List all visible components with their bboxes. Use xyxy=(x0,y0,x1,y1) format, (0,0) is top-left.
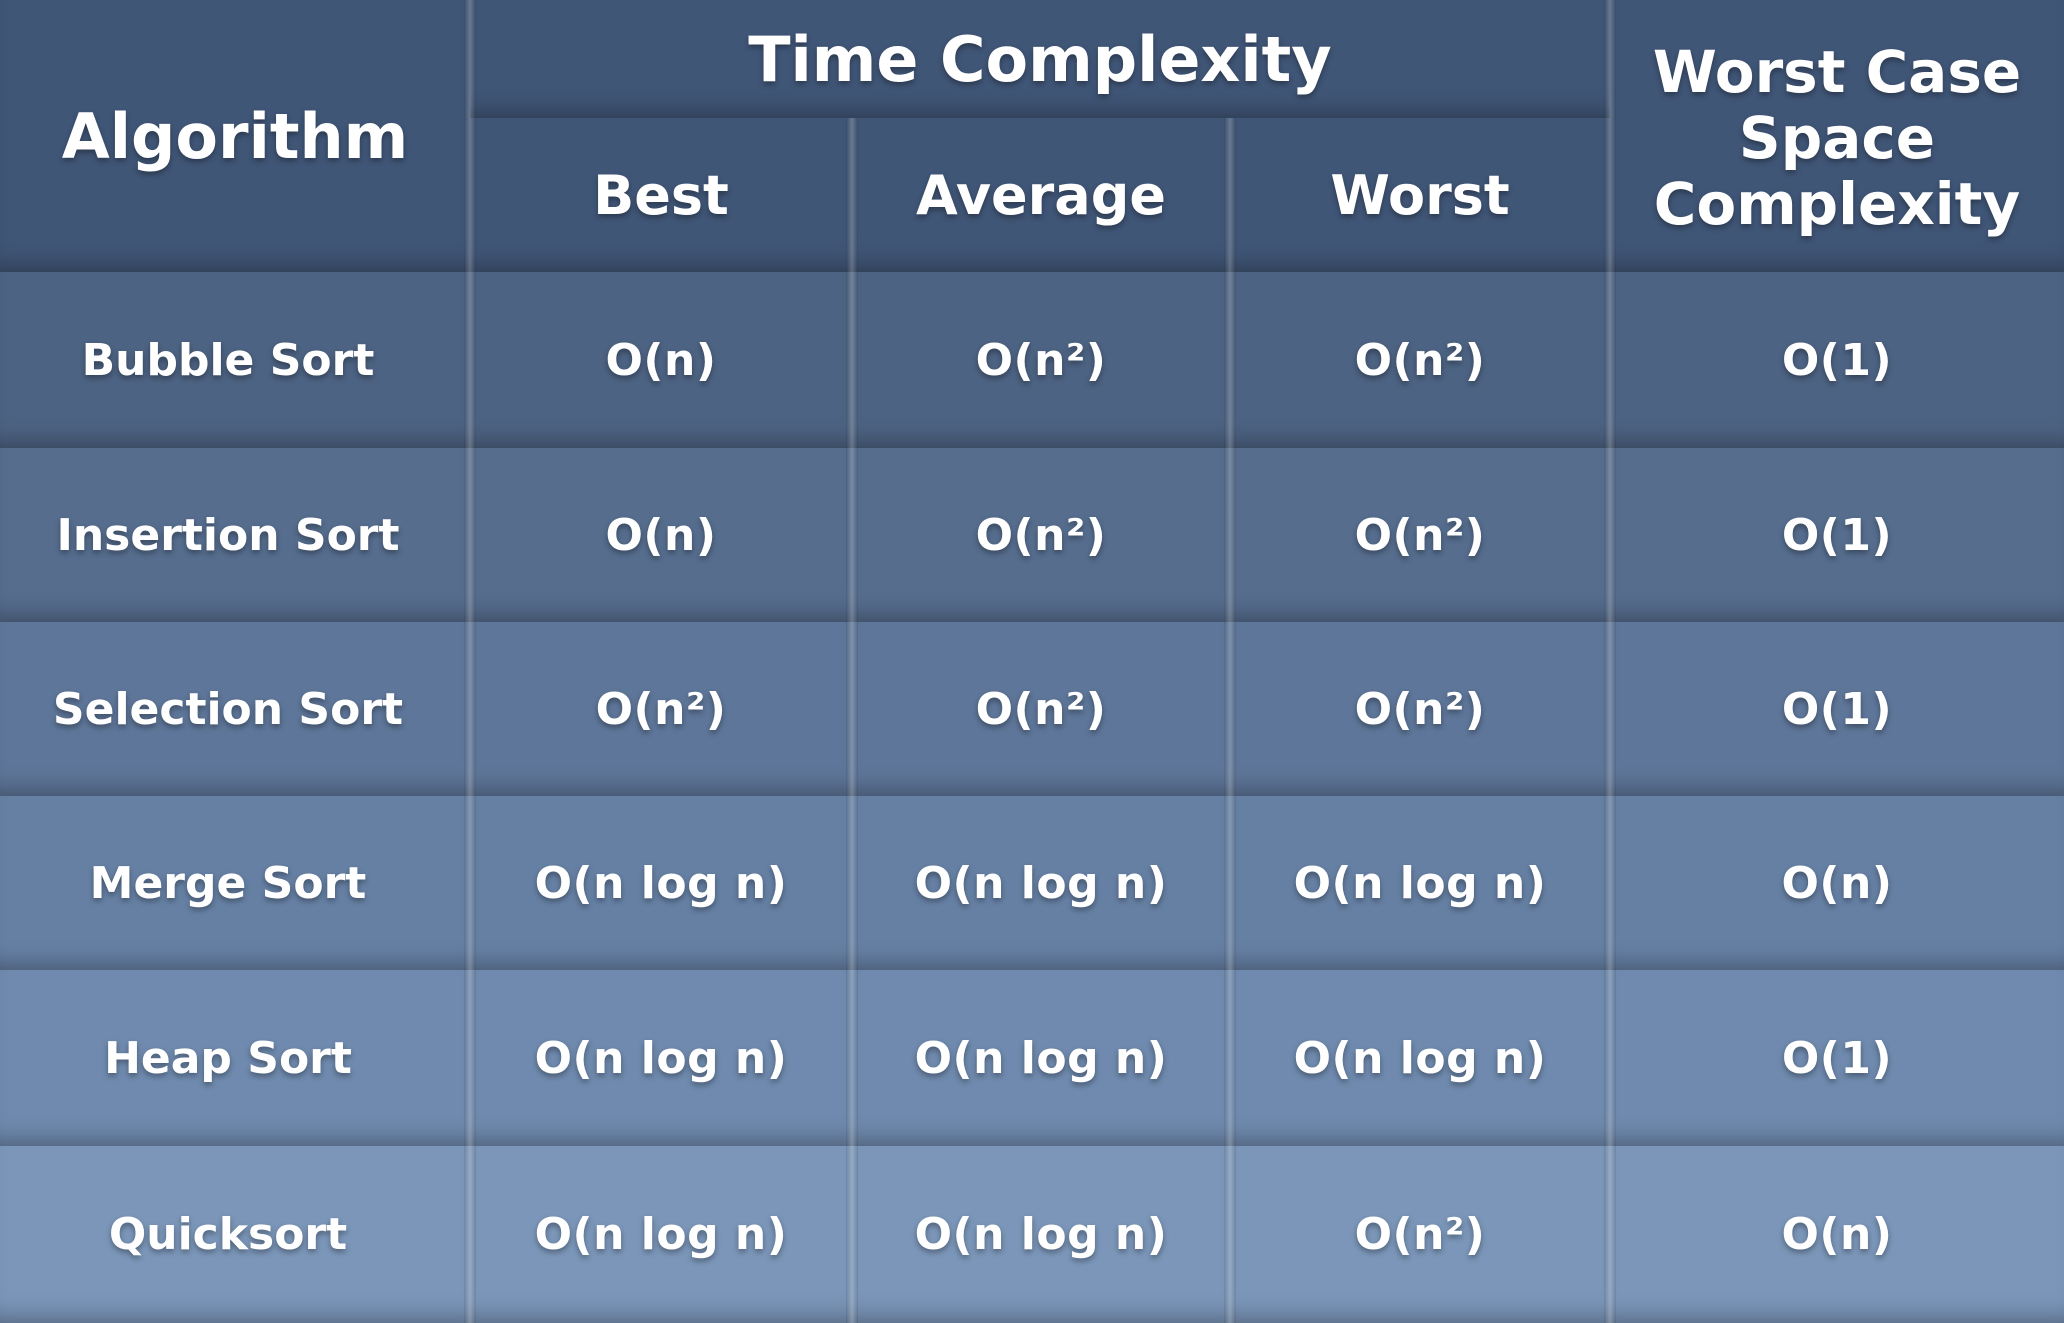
header-average: Average xyxy=(852,118,1230,272)
table-cell: O(n log n) xyxy=(852,796,1230,970)
table-cell: O(n) xyxy=(470,448,852,622)
table-cell: O(n log n) xyxy=(1230,796,1610,970)
column-divider xyxy=(464,0,476,1323)
table-cell: O(n) xyxy=(1610,796,2064,970)
row-label: Insertion Sort xyxy=(0,448,470,622)
table-cell: O(n²) xyxy=(1230,448,1610,622)
row-label: Bubble Sort xyxy=(0,272,470,448)
table-cell: O(n log n) xyxy=(470,796,852,970)
table-cell: O(n²) xyxy=(1230,272,1610,448)
table-cell: O(n log n) xyxy=(1230,970,1610,1146)
table-cell: O(n log n) xyxy=(852,970,1230,1146)
column-divider xyxy=(1604,0,1616,1323)
row-label: Heap Sort xyxy=(0,970,470,1146)
header-space-complexity: Worst Case Space Complexity xyxy=(1610,0,2064,272)
table-cell: O(n²) xyxy=(852,622,1230,796)
row-label: Quicksort xyxy=(0,1146,470,1323)
header-worst: Worst xyxy=(1230,118,1610,272)
row-label: Selection Sort xyxy=(0,622,470,796)
table-cell: O(1) xyxy=(1610,272,2064,448)
table-cell: O(n²) xyxy=(852,272,1230,448)
row-label: Merge Sort xyxy=(0,796,470,970)
table-cell: O(n log n) xyxy=(852,1146,1230,1323)
column-divider xyxy=(846,118,858,1323)
table-cell: O(n log n) xyxy=(470,1146,852,1323)
table-cell: O(n²) xyxy=(1230,1146,1610,1323)
table-cell: O(n²) xyxy=(1230,622,1610,796)
table-cell: O(n log n) xyxy=(470,970,852,1146)
table-cell: O(1) xyxy=(1610,448,2064,622)
table-cell: O(n) xyxy=(1610,1146,2064,1323)
table-cell: O(n²) xyxy=(470,622,852,796)
header-best: Best xyxy=(470,118,852,272)
table-cell: O(n) xyxy=(470,272,852,448)
table-cell: O(n²) xyxy=(852,448,1230,622)
header-algorithm: Algorithm xyxy=(0,0,470,272)
table-cell: O(1) xyxy=(1610,622,2064,796)
column-divider xyxy=(1224,118,1236,1323)
header-time-complexity: Time Complexity xyxy=(470,0,1610,118)
table-cell: O(1) xyxy=(1610,970,2064,1146)
